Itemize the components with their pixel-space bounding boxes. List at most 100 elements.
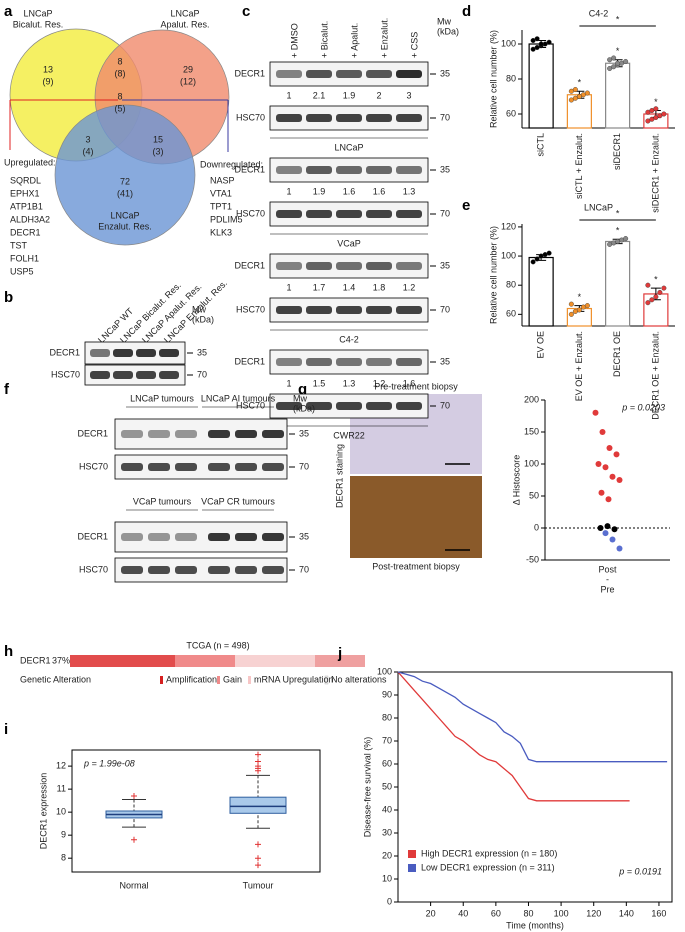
y-tick-label: 100 — [501, 38, 516, 48]
annotation: p = 0.0203 — [621, 402, 665, 412]
x-tick-label: Normal — [119, 880, 148, 890]
blot-band — [121, 430, 143, 438]
data-point — [611, 55, 617, 61]
data-point — [645, 300, 651, 306]
x-tick-label: DECR1 OE — [612, 331, 622, 377]
chart-title: LNCaP — [584, 202, 613, 212]
marker-label: 70 — [440, 208, 450, 218]
y-tick-label: 100 — [501, 250, 516, 260]
mw-label: (kDa) — [192, 314, 214, 324]
venn-count-sub: (4) — [83, 146, 94, 156]
legend-swatch — [408, 850, 416, 858]
data-point — [530, 259, 536, 265]
quant-value: 1.9 — [313, 186, 326, 196]
data-point — [576, 307, 582, 313]
y-tick-label: 30 — [382, 827, 392, 837]
marker-label: 35 — [440, 164, 450, 174]
quant-value: 2.1 — [313, 90, 326, 100]
venn-count-sub: (3) — [153, 146, 164, 156]
image-caption: Pre-treatment biopsy — [374, 381, 458, 391]
y-tick-label: 11 — [57, 784, 66, 794]
y-tick-label: 80 — [506, 280, 516, 290]
venn-set-label: Enzalut. Res. — [98, 221, 152, 231]
mw-label: (kDa) — [437, 26, 459, 36]
venn-count: 15 — [153, 134, 163, 144]
protein-label: DECR1 — [234, 356, 265, 366]
oncoprint — [70, 655, 365, 685]
blot-band — [336, 358, 362, 366]
y-tick-label: 150 — [524, 426, 539, 436]
group-label: LNCaP AI tumours — [201, 393, 276, 403]
x-tick-label: siDECR1 + Enzalut. — [650, 133, 660, 213]
data-point — [599, 429, 606, 435]
blot-band — [262, 566, 284, 574]
significance: * — [654, 97, 658, 107]
blot-band — [148, 533, 170, 541]
quant-value: 1.2 — [373, 378, 386, 388]
blot-band — [276, 210, 302, 218]
protein-label: DECR1 — [234, 164, 265, 174]
data-point — [609, 473, 616, 480]
panel-label: a — [4, 3, 13, 20]
x-tick-label: siDECR1 — [612, 133, 622, 170]
image-caption: Post-treatment biopsy — [372, 561, 460, 571]
protein-label: HSC70 — [236, 400, 265, 410]
bar — [528, 256, 554, 327]
x-tick-label: EV OE — [536, 331, 546, 359]
panel-label: b — [4, 289, 13, 306]
protein-label: DECR1 — [49, 347, 80, 357]
blot — [114, 521, 288, 553]
significance: * — [578, 78, 582, 88]
protein-label: DECR1 — [77, 531, 108, 541]
blot-band — [208, 533, 230, 541]
legend-label: Amplification — [166, 674, 217, 684]
lane-label: + Enzalut. — [379, 18, 389, 58]
marker-label: 70 — [299, 461, 309, 471]
blot-band — [366, 114, 392, 122]
legend-swatch — [408, 864, 416, 872]
blot-band — [276, 358, 302, 366]
data-point — [602, 530, 609, 537]
blot-band — [306, 402, 332, 410]
blot-band — [336, 114, 362, 122]
protein-label: HSC70 — [236, 304, 265, 314]
down-title: Downregulated: — [200, 159, 263, 169]
up-gene: FOLH1 — [10, 253, 39, 263]
blot-band — [366, 402, 392, 410]
y-tick-label: 0 — [534, 522, 539, 532]
protein-label: HSC70 — [51, 369, 80, 379]
mw-label: Mw — [437, 16, 451, 26]
down-gene: TPT1 — [210, 201, 232, 211]
blot-band — [366, 210, 392, 218]
significance: * — [578, 292, 582, 302]
survival-curve — [397, 671, 630, 802]
outlier — [131, 836, 137, 843]
blot-band — [148, 566, 170, 574]
up-gene: DECR1 — [10, 227, 41, 237]
y-tick-label: 60 — [506, 309, 516, 319]
data-point — [613, 451, 620, 458]
data-point — [546, 39, 552, 45]
quant-value: 1.6 — [373, 186, 386, 196]
blot-band — [396, 306, 422, 314]
x-tick-label: Post — [598, 564, 617, 574]
marker-label: 35 — [440, 260, 450, 270]
data-point — [615, 60, 621, 66]
protein-label: DECR1 — [234, 68, 265, 78]
data-point — [572, 86, 578, 92]
data-point — [604, 523, 611, 530]
data-point — [595, 461, 602, 467]
data-point — [597, 525, 604, 531]
marker-label: 35 — [440, 356, 450, 366]
data-point — [584, 90, 590, 96]
blot-band — [90, 371, 110, 379]
panel-label: h — [4, 643, 13, 660]
panel-label: j — [337, 645, 342, 662]
y-tick-label: 60 — [382, 758, 392, 768]
data-point — [606, 445, 613, 451]
venn-set-label: LNCaP — [110, 210, 139, 220]
blot-band — [175, 430, 197, 438]
data-point — [584, 303, 590, 309]
blot-band — [336, 166, 362, 174]
